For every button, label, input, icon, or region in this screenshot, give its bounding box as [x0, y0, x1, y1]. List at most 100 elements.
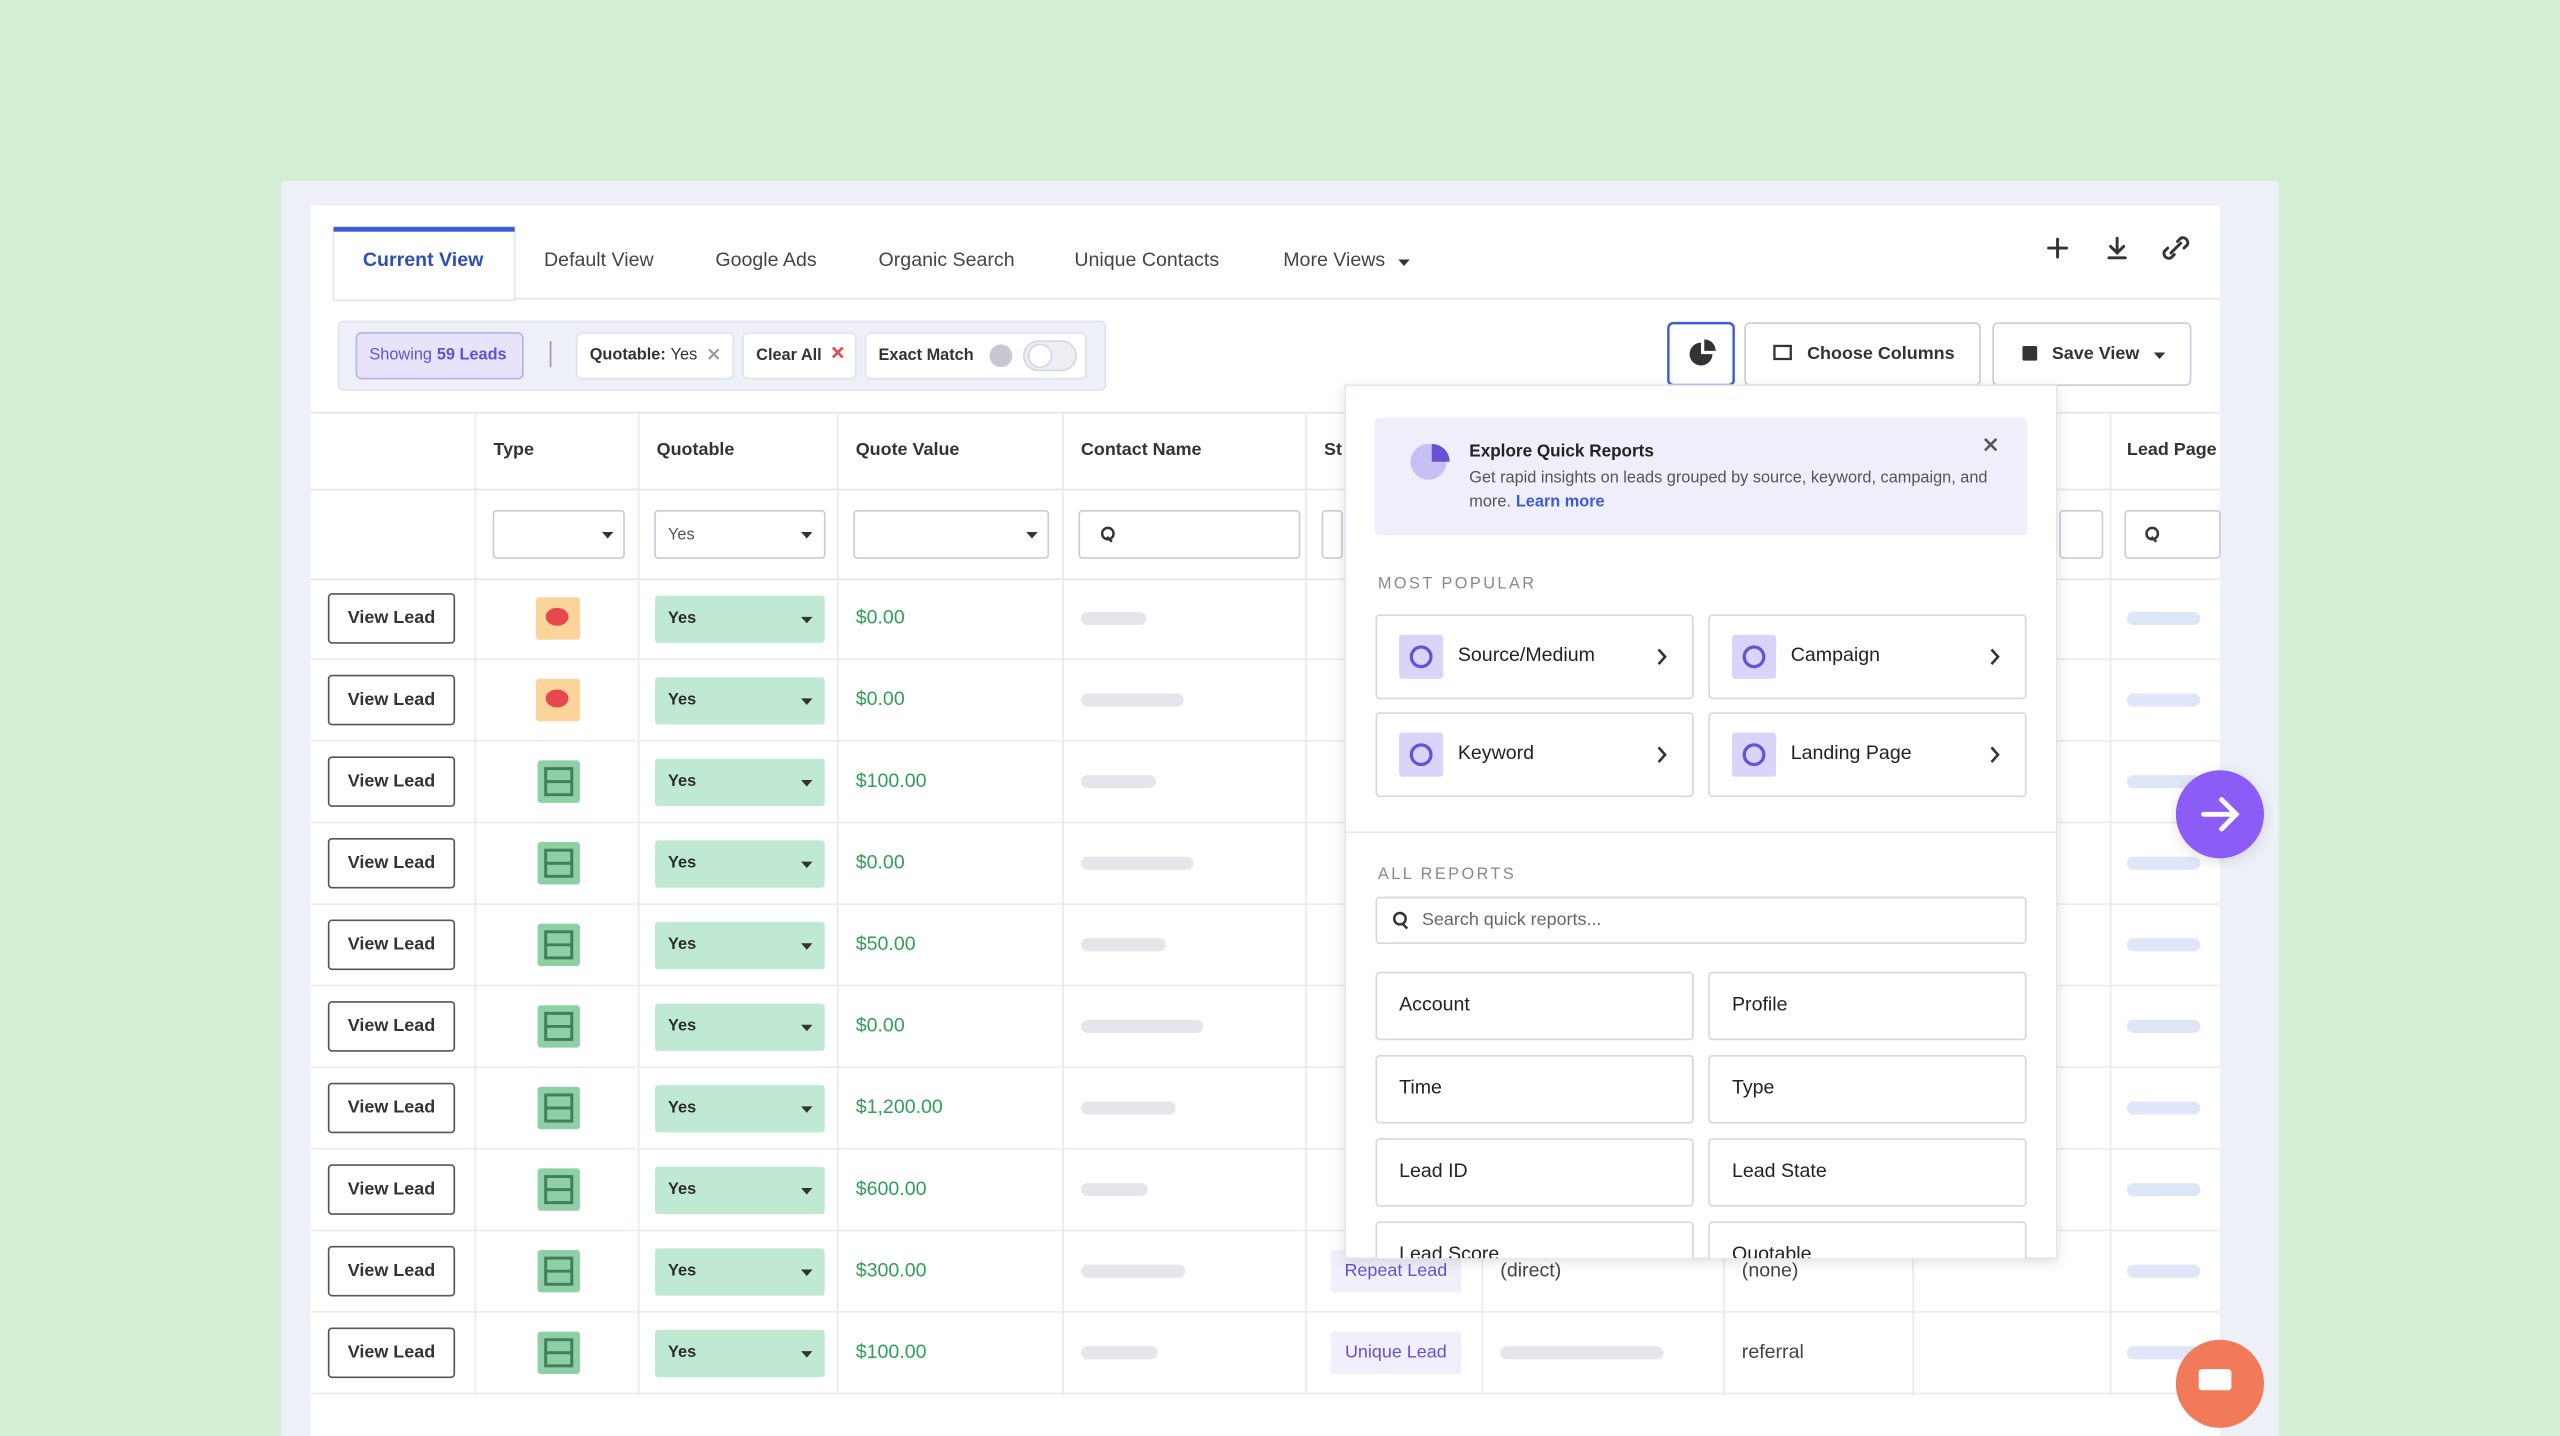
caret [1398, 259, 1410, 266]
blurred-page [2126, 611, 2201, 625]
report-item[interactable] [1375, 1054, 1694, 1124]
blurred-name [1080, 1264, 1186, 1278]
report-item[interactable] [1708, 1054, 2027, 1124]
report-label: Quotable [1732, 1243, 1812, 1265]
save-view-button[interactable] [1992, 322, 2192, 386]
tab[interactable]: Unique Contacts [1074, 249, 1219, 271]
column-header: Contact Name [1081, 439, 1202, 459]
chat-icon [2198, 1369, 2232, 1391]
plus-icon[interactable] [2047, 237, 2069, 259]
quotable-dropdown[interactable] [655, 840, 825, 888]
clear-chip[interactable] [742, 332, 857, 380]
banner-icon-slice [1431, 443, 1450, 462]
search-icon [1100, 526, 1115, 543]
close-icon[interactable] [1984, 438, 1998, 452]
quotable-dropdown[interactable] [655, 677, 825, 725]
view-lead: View Lead [348, 1178, 435, 1198]
showing-chip [355, 332, 524, 380]
popular-report[interactable] [1375, 614, 1694, 700]
report-item[interactable] [1708, 971, 2027, 1041]
quotable-dropdown[interactable] [655, 1248, 825, 1296]
section-label: ALL REPORTS [1378, 865, 1516, 883]
popular-label: Keyword [1458, 742, 1534, 764]
quotable-value: Yes [668, 1098, 696, 1116]
chat-bubble [545, 607, 569, 626]
quote-value: $0.00 [856, 851, 905, 873]
tab[interactable]: Google Ads [715, 249, 816, 271]
view-lead-button[interactable] [327, 1082, 456, 1134]
chevron [1657, 746, 1667, 763]
view-lead-button[interactable] [327, 837, 456, 889]
quotable-dropdown[interactable] [655, 595, 825, 643]
report-label: Type [1732, 1077, 1775, 1099]
column-header: Lead Page [2127, 439, 2217, 459]
quotable-select [654, 509, 826, 559]
popular-report[interactable] [1708, 712, 2027, 798]
link-icon[interactable] [2162, 236, 2190, 260]
report-label: Lead ID [1399, 1160, 1468, 1182]
blurred-name [1080, 938, 1166, 952]
showing-part: 59 Leads [437, 346, 507, 364]
quote-value: $50.00 [856, 933, 916, 955]
tab[interactable]: More Views [1283, 249, 1385, 271]
column-header: Quotable [657, 439, 735, 459]
quotable-value: Yes [668, 609, 696, 627]
save-view: Save View [2052, 343, 2139, 363]
quotable-dropdown[interactable] [655, 758, 825, 807]
popular-report[interactable] [1375, 712, 1694, 798]
quotable-chip[interactable] [575, 332, 735, 380]
caret [801, 1269, 813, 1277]
report-item[interactable] [1375, 971, 1694, 1041]
tab-active[interactable] [332, 227, 516, 302]
search-input [1321, 509, 1343, 559]
quotable-dropdown[interactable] [655, 1166, 825, 1215]
quotable-dropdown[interactable] [655, 1329, 825, 1378]
tab[interactable]: Organic Search [879, 249, 1015, 271]
save-icon [2022, 345, 2038, 361]
quotable-value: Yes [668, 854, 696, 872]
caret [801, 616, 813, 624]
caret [801, 861, 813, 869]
report-search[interactable] [1375, 896, 2027, 945]
report-icon [1732, 634, 1777, 679]
learn-more: Learn more [1516, 493, 1605, 511]
view-lead-button[interactable] [327, 1245, 456, 1297]
view-lead-button[interactable] [327, 674, 456, 726]
popular-report[interactable] [1708, 614, 2027, 700]
medium: referral [1742, 1341, 1804, 1363]
quotable-dropdown[interactable] [655, 921, 825, 970]
showing-part: Showing [369, 346, 432, 364]
choose-columns: Choose Columns [1807, 343, 1955, 363]
help-icon [989, 344, 1013, 368]
view-lead-button[interactable] [327, 919, 456, 971]
report-item[interactable] [1375, 1221, 1694, 1289]
chevron [1657, 648, 1667, 666]
quotable-dropdown[interactable] [655, 1085, 825, 1133]
blurred-name [1080, 1101, 1176, 1115]
tab[interactable]: Default View [544, 249, 654, 271]
quotable-value: Yes [668, 1180, 696, 1198]
blurred-email [1500, 1346, 1664, 1360]
blurred-name [1080, 1019, 1204, 1033]
report-item[interactable] [1375, 1138, 1694, 1207]
toggle-knob [1027, 343, 1053, 368]
exact-match: Exact Match [879, 346, 974, 364]
view-lead: View Lead [348, 607, 435, 627]
download-icon[interactable] [2107, 236, 2127, 260]
view-lead-button[interactable] [327, 1327, 456, 1379]
view-lead-button[interactable] [327, 1164, 456, 1215]
blurred-page [2126, 1101, 2201, 1115]
tab[interactable]: Current View [363, 249, 484, 271]
report-icon [1732, 732, 1777, 777]
report-label: Lead State [1732, 1160, 1827, 1182]
report-item[interactable] [1708, 1138, 2027, 1207]
report-item[interactable] [1708, 1221, 2027, 1289]
report-icon-mark [1742, 743, 1766, 767]
view-lead-button[interactable] [327, 593, 456, 644]
quote-value: $0.00 [856, 1015, 905, 1037]
view-lead-button[interactable] [327, 756, 456, 807]
view-lead-button[interactable] [327, 1001, 456, 1052]
caret [801, 1351, 813, 1358]
quotable-dropdown[interactable] [655, 1003, 825, 1051]
